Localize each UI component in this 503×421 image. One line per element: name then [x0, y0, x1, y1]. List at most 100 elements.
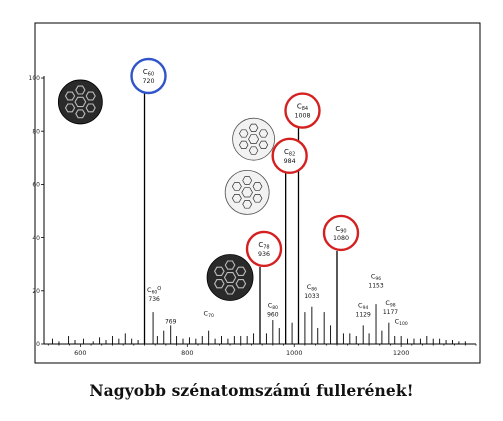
- molecule-hexagon: [224, 260, 236, 270]
- formula-base: C: [395, 318, 400, 326]
- peak-label-mass: 1153: [368, 282, 383, 289]
- formula-base: C: [268, 302, 273, 310]
- ring-formula: C82: [284, 148, 295, 158]
- molecule-hexagon: [248, 134, 260, 144]
- molecule-hexagon: [231, 182, 242, 191]
- ring-mass: 1080: [333, 235, 349, 242]
- peak-label-formula: C94: [358, 302, 368, 312]
- axes: 0 20 40 60 80 100 600 800 1000 1200: [29, 75, 477, 357]
- molecule-hexagon: [85, 103, 96, 113]
- molecule-outline: [206, 254, 254, 301]
- formula-subscript: 94: [363, 305, 369, 311]
- formula-subscript: 90: [340, 229, 346, 235]
- peak-label-formula: C86: [307, 283, 317, 293]
- formula-subscript: 98: [390, 303, 396, 309]
- y-tick-label: 100: [29, 75, 41, 82]
- molecule-hexagon: [74, 96, 87, 108]
- molecule-hexagon: [213, 279, 225, 289]
- formula-base: C: [307, 283, 312, 291]
- molecule-hexagon: [238, 140, 249, 149]
- molecule-hexagon: [238, 129, 249, 138]
- molecule-hexagon: [258, 129, 269, 138]
- ring-mass: 984: [284, 158, 296, 165]
- label-ring: [245, 230, 283, 268]
- spectrum-peaks: [52, 80, 466, 344]
- molecule-hexagon: [242, 200, 253, 209]
- fullerene-molecules: [57, 79, 275, 301]
- formula-base: C: [358, 302, 363, 310]
- label-ring: [271, 137, 308, 175]
- formula-base: C: [143, 68, 148, 76]
- peak-label-mass: 769: [165, 318, 177, 325]
- formula-base: C: [204, 310, 209, 318]
- ring-formula: C60: [143, 68, 154, 78]
- peak-label-formula: C60O: [147, 286, 161, 296]
- molecule-hexagon: [242, 176, 253, 185]
- molecule-fullerene-c78: [206, 254, 254, 301]
- y-tick-label: 80: [32, 128, 40, 135]
- formula-subscript: 100: [399, 321, 408, 327]
- molecule-hexagon: [235, 279, 247, 289]
- y-tick-label: 40: [32, 235, 40, 242]
- ring-mass: 720: [142, 78, 154, 85]
- molecule-hexagon: [248, 146, 259, 155]
- molecule-hexagon: [248, 123, 259, 132]
- formula-subscript: 70: [208, 313, 214, 319]
- peak-label: C70: [204, 310, 214, 320]
- molecule-hexagon: [75, 109, 86, 119]
- formula-subscript: 84: [302, 106, 308, 112]
- molecule-hexagon: [64, 103, 76, 113]
- formula-subscript: 96: [375, 276, 381, 282]
- molecule-hexagon: [75, 85, 86, 95]
- x-tick-label: 1200: [393, 349, 410, 357]
- molecule-hexagon: [258, 140, 269, 149]
- ring-formula: C78: [258, 241, 269, 251]
- x-tick-label: 1000: [286, 349, 303, 357]
- peak-label-formula: C80: [268, 302, 278, 312]
- molecule-hexagon: [235, 266, 247, 276]
- molecule-hexagon: [241, 187, 253, 198]
- peak-label-mass: 960: [267, 312, 279, 319]
- formula-subscript: 80: [272, 305, 278, 311]
- label-ring: [284, 92, 321, 129]
- molecule-outline: [232, 117, 275, 161]
- formula-base: C: [335, 225, 340, 233]
- y-tick-label: 0: [36, 341, 40, 348]
- molecule-outline: [224, 169, 270, 215]
- peak-label-formula: C70: [204, 310, 214, 320]
- formula-base: C: [371, 272, 376, 280]
- molecule-hexagon: [85, 91, 96, 101]
- peak-label-mass: 1129: [356, 312, 371, 319]
- formula-subscript: 60: [152, 289, 158, 295]
- caption: Nagyobb szénatomszámú fullerének!: [89, 381, 414, 400]
- label-ring: [130, 57, 167, 95]
- x-tick-label: 800: [181, 349, 193, 357]
- formula-superscript: O: [157, 286, 161, 292]
- ring-mass: 1008: [294, 113, 310, 120]
- formula-base: C: [385, 299, 390, 307]
- molecule-fullerene-c84: [232, 117, 275, 161]
- peak-labels: C60O736769C70C80960C861033C941129C961153…: [147, 272, 408, 327]
- ring-formula: C90: [335, 225, 346, 235]
- peak-label-mass: 1177: [383, 309, 398, 316]
- molecule-hexagon: [224, 285, 236, 295]
- peak-label-formula: C98: [385, 299, 395, 309]
- molecule-fullerene-c82: [224, 169, 270, 215]
- y-tick-label: 60: [32, 182, 40, 189]
- formula-subscript: 86: [311, 287, 317, 293]
- formula-base: C: [297, 103, 302, 111]
- peak-label-mass: 736: [148, 296, 160, 303]
- molecule-outline: [57, 79, 103, 125]
- peak-label-mass: 1033: [304, 293, 319, 300]
- molecule-hexagon: [231, 194, 242, 203]
- molecule-hexagon: [252, 194, 263, 203]
